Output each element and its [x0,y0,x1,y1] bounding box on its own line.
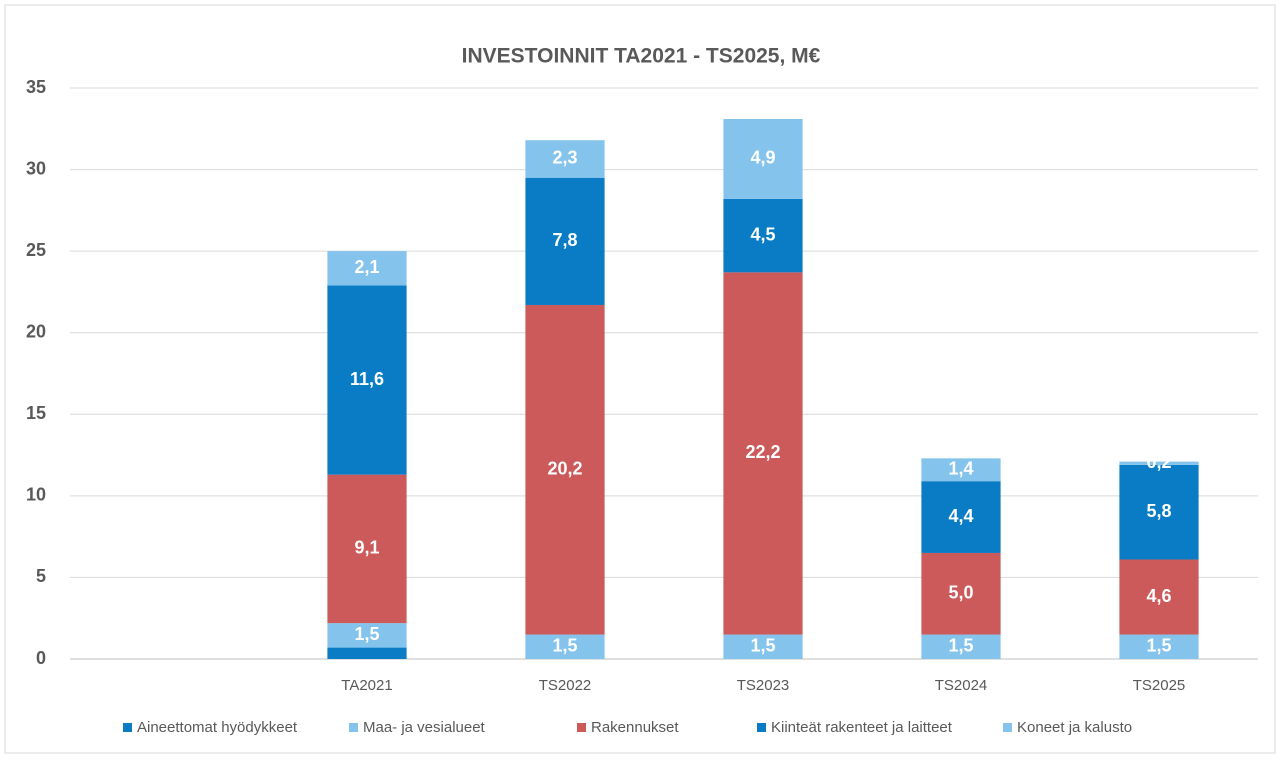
legend-swatch [1003,723,1012,732]
x-tick-label: TS2022 [539,677,592,694]
bar-segment [921,458,1001,482]
legend-label: Aineettomat hyödykkeet [137,719,298,736]
bar-segment [1119,461,1199,465]
chart-frame [4,4,1276,754]
legend-label: Koneet ja kalusto [1017,719,1132,736]
bar-segment [1119,634,1199,659]
bar-segment [723,198,803,273]
y-tick-label: 10 [26,485,46,505]
value-label: 7,8 [552,230,577,250]
y-tick-label: 25 [26,240,46,260]
bar-segment [1119,559,1199,635]
bar-segment [327,647,407,659]
bar-segment [723,634,803,659]
bar-segment [1119,464,1199,560]
x-tick-label: TS2025 [1133,677,1186,694]
bar-segment [525,177,605,305]
value-label: 1,5 [552,636,577,656]
bar-segment [327,285,407,475]
bar-segment [525,634,605,659]
bar-segment [525,304,605,635]
legend-label: Maa- ja vesialueet [363,719,486,736]
legend-swatch [757,723,766,732]
value-label: 4,5 [750,224,775,244]
value-label: 1,5 [750,636,775,656]
value-label: 1,4 [948,459,973,479]
value-label: 2,3 [552,148,577,168]
value-label: 9,1 [354,538,379,558]
value-label: 4,9 [750,148,775,168]
value-label: 0,2 [1146,452,1171,472]
bar-segment [525,140,605,178]
value-label: 11,6 [350,369,384,389]
y-tick-label: 35 [26,77,46,97]
value-label: 4,6 [1146,586,1171,606]
legend-label: Rakennukset [591,719,679,736]
x-tick-label: TS2023 [737,677,790,694]
bar-segment [921,481,1001,553]
value-label: 5,8 [1146,501,1171,521]
bar-segment [327,251,407,286]
legend-swatch [349,723,358,732]
bar-segment [921,552,1001,635]
value-label: 1,5 [948,636,973,656]
bar-segment [327,474,407,624]
bar-segment [327,623,407,648]
value-label: 20,2 [547,459,582,479]
value-label: 2,1 [354,257,379,277]
value-label: 5,0 [948,582,973,602]
y-tick-label: 15 [26,403,46,423]
y-tick-label: 0 [36,648,46,668]
bar-segment [723,272,803,635]
chart-title: INVESTOINNIT TA2021 - TS2025, M€ [462,45,821,68]
value-label: 4,4 [948,506,973,526]
x-tick-label: TA2021 [341,677,392,694]
bar-segment [723,118,803,199]
legend-label: Kiinteät rakenteet ja laitteet [771,719,953,736]
value-label: 1,5 [1146,636,1171,656]
bar-segment [921,634,1001,659]
legend-swatch [577,723,586,732]
value-label: 22,2 [745,442,780,462]
y-tick-label: 5 [36,566,46,586]
legend-swatch [123,723,132,732]
value-label: 1,5 [354,624,379,644]
x-tick-label: TS2024 [935,677,988,694]
y-tick-label: 20 [26,321,46,341]
y-tick-label: 30 [26,158,46,178]
